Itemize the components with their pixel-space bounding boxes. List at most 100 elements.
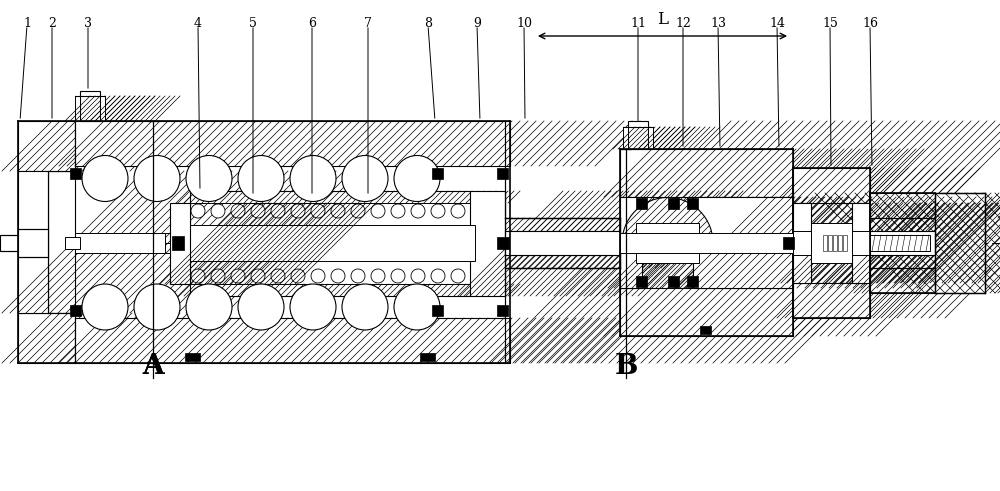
Circle shape [290, 284, 336, 330]
Bar [185, 225, 475, 261]
Bar [497, 237, 509, 249]
Bar [687, 276, 698, 287]
Bar [75, 96, 80, 121]
Circle shape [394, 284, 440, 330]
Text: 2: 2 [48, 17, 56, 30]
Bar [668, 198, 679, 209]
Bar [870, 268, 935, 293]
Bar [75, 233, 165, 253]
Text: 9: 9 [473, 17, 481, 30]
Circle shape [342, 156, 388, 201]
Bar [75, 318, 510, 363]
Bar [852, 203, 870, 283]
Bar [870, 231, 935, 255]
Text: A: A [142, 353, 164, 380]
Bar [190, 191, 470, 203]
Bar [80, 91, 100, 121]
Bar [190, 284, 470, 296]
Bar [843, 235, 847, 251]
Text: 8: 8 [424, 17, 432, 30]
Circle shape [271, 269, 285, 283]
Bar [628, 121, 648, 149]
Bar [636, 276, 647, 287]
Circle shape [394, 156, 440, 201]
Bar [18, 121, 75, 171]
Text: 4: 4 [194, 17, 202, 30]
Bar [505, 218, 620, 231]
Bar [793, 203, 811, 283]
Bar [793, 168, 870, 203]
Bar [48, 171, 75, 313]
Bar [100, 96, 105, 121]
Circle shape [211, 204, 225, 218]
Circle shape [290, 156, 336, 201]
Bar [700, 326, 711, 334]
Bar [648, 127, 653, 149]
Text: 1: 1 [23, 17, 31, 30]
Bar [620, 197, 642, 288]
Bar [0, 235, 18, 251]
Bar [420, 353, 435, 361]
Bar [636, 198, 647, 209]
Bar [838, 235, 842, 251]
Circle shape [191, 269, 205, 283]
Text: B: B [614, 353, 638, 380]
Bar [497, 305, 508, 316]
Text: 15: 15 [822, 17, 838, 30]
Circle shape [311, 204, 325, 218]
Circle shape [431, 204, 445, 218]
Bar [70, 168, 81, 179]
Bar [505, 255, 620, 268]
Circle shape [238, 156, 284, 201]
Circle shape [231, 204, 245, 218]
Circle shape [331, 269, 345, 283]
Bar [505, 231, 620, 255]
Circle shape [291, 269, 305, 283]
Bar [870, 193, 935, 218]
Bar [432, 305, 443, 316]
Text: 10: 10 [516, 17, 532, 30]
Text: 14: 14 [769, 17, 785, 30]
Circle shape [411, 269, 425, 283]
Text: 3: 3 [84, 17, 92, 30]
Circle shape [191, 204, 205, 218]
Bar [18, 313, 75, 363]
Bar [823, 235, 827, 251]
Bar [687, 198, 698, 209]
Circle shape [351, 204, 365, 218]
Text: 5: 5 [249, 17, 257, 30]
Circle shape [331, 204, 345, 218]
Bar [623, 127, 628, 149]
Bar [18, 229, 48, 257]
Bar [170, 203, 190, 284]
Bar [811, 223, 852, 263]
Bar [783, 237, 794, 249]
Bar [620, 233, 793, 253]
Bar [620, 149, 793, 197]
Bar [870, 235, 930, 251]
Text: 13: 13 [710, 17, 726, 30]
Text: 16: 16 [862, 17, 878, 30]
Circle shape [271, 204, 285, 218]
Bar [620, 288, 793, 336]
Bar [793, 231, 870, 255]
Circle shape [391, 204, 405, 218]
Bar [833, 235, 837, 251]
Bar [432, 168, 443, 179]
Circle shape [82, 284, 128, 330]
Bar [470, 191, 505, 296]
Circle shape [238, 284, 284, 330]
Text: A: A [142, 353, 164, 380]
Bar [18, 171, 48, 313]
Circle shape [451, 269, 465, 283]
Circle shape [311, 269, 325, 283]
Text: L: L [657, 11, 668, 28]
Circle shape [371, 269, 385, 283]
Text: 11: 11 [630, 17, 646, 30]
Bar [75, 121, 510, 166]
Text: 12: 12 [675, 17, 691, 30]
Circle shape [391, 269, 405, 283]
Circle shape [231, 269, 245, 283]
Bar [636, 223, 699, 263]
Circle shape [211, 269, 225, 283]
